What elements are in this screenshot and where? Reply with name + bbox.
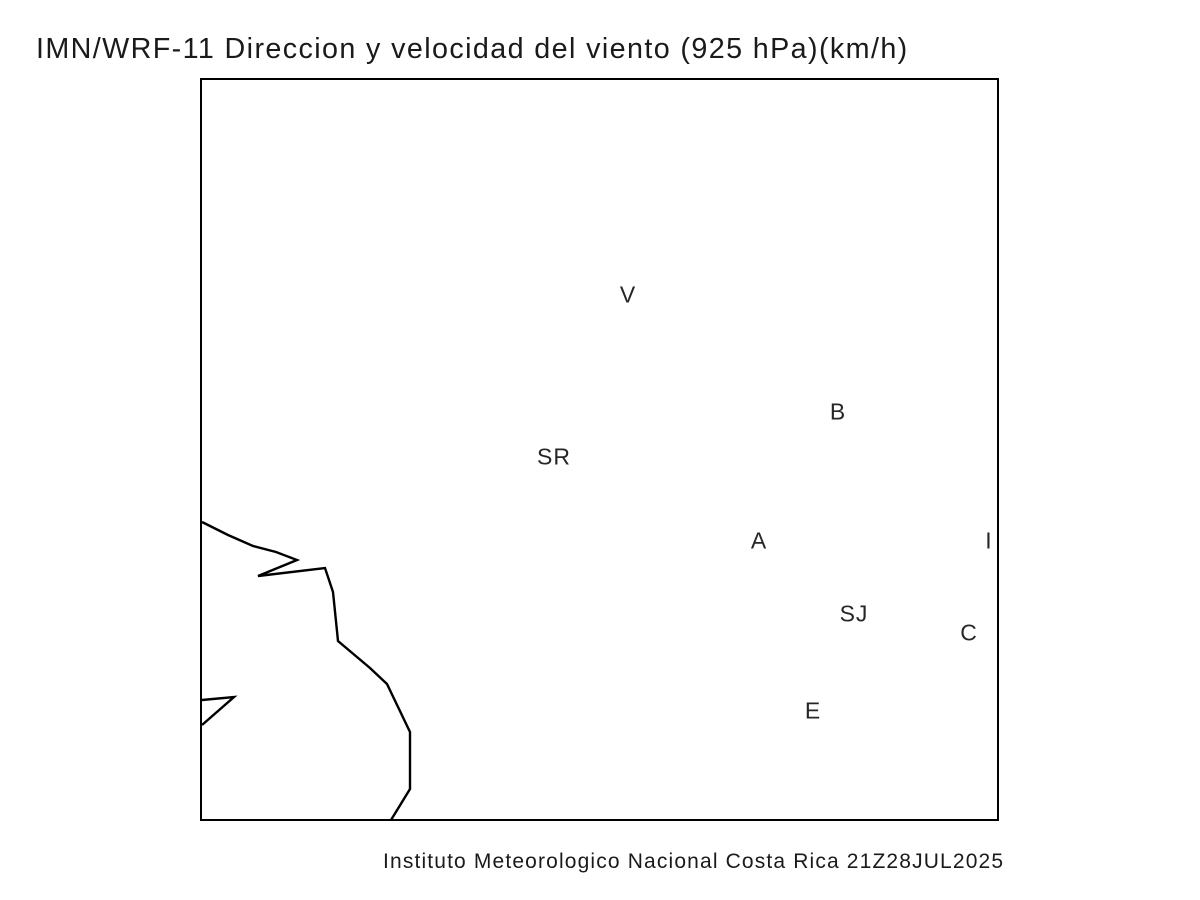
station-label-i: I — [985, 527, 993, 554]
station-label-a: A — [750, 527, 768, 554]
station-label-c: C — [960, 619, 978, 646]
coastline-gulf-inlet — [201, 695, 238, 726]
map-frame-border — [201, 79, 998, 820]
page-title: IMN/WRF-11 Direccion y velocidad del vie… — [36, 33, 909, 65]
station-label-b: B — [829, 398, 847, 425]
station-label-e: E — [804, 697, 822, 724]
coastline-pacific-coast-main — [201, 520, 412, 821]
station-label-v: V — [619, 281, 637, 308]
station-label-sr: SR — [537, 443, 571, 470]
figure-caption: Instituto Meteorologico Nacional Costa R… — [383, 850, 1005, 873]
station-label-sj: SJ — [839, 600, 869, 627]
coastline-group — [201, 520, 412, 821]
